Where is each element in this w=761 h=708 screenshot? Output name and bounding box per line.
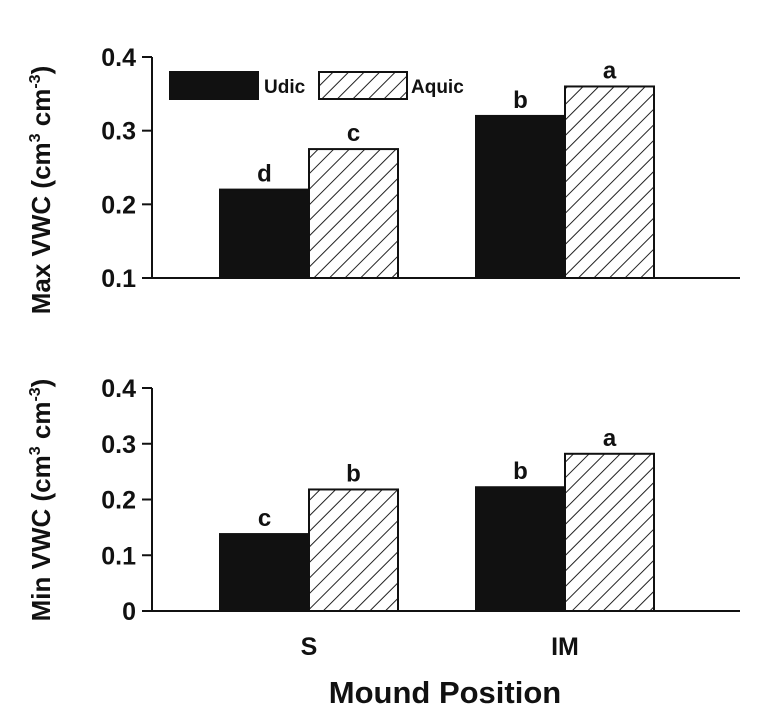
max-vwc-bar-aquic-s <box>308 148 399 279</box>
max-vwc-tick-label: 0.1 <box>101 265 136 293</box>
min-vwc-tick-label: 0.2 <box>101 487 136 515</box>
min-vwc-significance-label: a <box>603 425 617 452</box>
category-label-s: S <box>301 633 318 661</box>
min-vwc-bar-aquic-s <box>308 488 399 612</box>
max-vwc-tick-label: 0.2 <box>101 191 136 219</box>
max-vwc-axis-label: Max VWC (cm3 cm-3) <box>26 66 56 315</box>
max-vwc-bar-udic-s <box>219 188 310 280</box>
legend-swatch-aquic <box>318 71 408 100</box>
legend-swatch-udic <box>169 71 259 100</box>
min-vwc-axis-label: Min VWC (cm3 cm-3) <box>26 379 56 622</box>
category-label-im: IM <box>551 633 579 661</box>
max-vwc-significance-label: c <box>347 120 360 147</box>
max-vwc-bar-udic-im <box>475 114 566 279</box>
legend: Udic Aquic <box>169 71 464 100</box>
max-vwc-significance-label: b <box>513 87 528 114</box>
max-vwc-bar-aquic-im <box>564 85 655 280</box>
legend-label-aquic: Aquic <box>411 77 464 98</box>
min-vwc-significance-label: c <box>258 505 271 532</box>
min-vwc-significance-label: b <box>513 458 528 485</box>
max-vwc-significance-label: a <box>603 57 617 84</box>
max-vwc-tick-label: 0.3 <box>101 118 136 146</box>
max-vwc-panel: Max VWC (cm3 cm-3) 0.1 0.2 0.3 0.4 d b c a Udi… <box>26 44 740 314</box>
min-vwc-tick-label: 0 <box>122 598 136 626</box>
max-vwc-tick-label: 0.4 <box>101 44 136 72</box>
min-vwc-bar-udic-s <box>219 533 310 612</box>
min-vwc-tick-label: 0.1 <box>101 542 136 570</box>
min-vwc-bar-aquic-im <box>564 452 655 612</box>
min-vwc-tick-label: 0.4 <box>101 375 136 403</box>
min-vwc-tick-label: 0.3 <box>101 431 136 459</box>
min-vwc-bar-udic-im <box>475 486 566 612</box>
min-vwc-significance-label: b <box>346 460 361 487</box>
min-vwc-panel: Min VWC (cm3 cm-3) 0 0.1 0.2 0.3 0.4 c b b a <box>26 375 740 626</box>
x-axis-label: Mound Position <box>329 675 561 708</box>
legend-label-udic: Udic <box>264 77 306 98</box>
max-vwc-significance-label: d <box>257 161 272 188</box>
